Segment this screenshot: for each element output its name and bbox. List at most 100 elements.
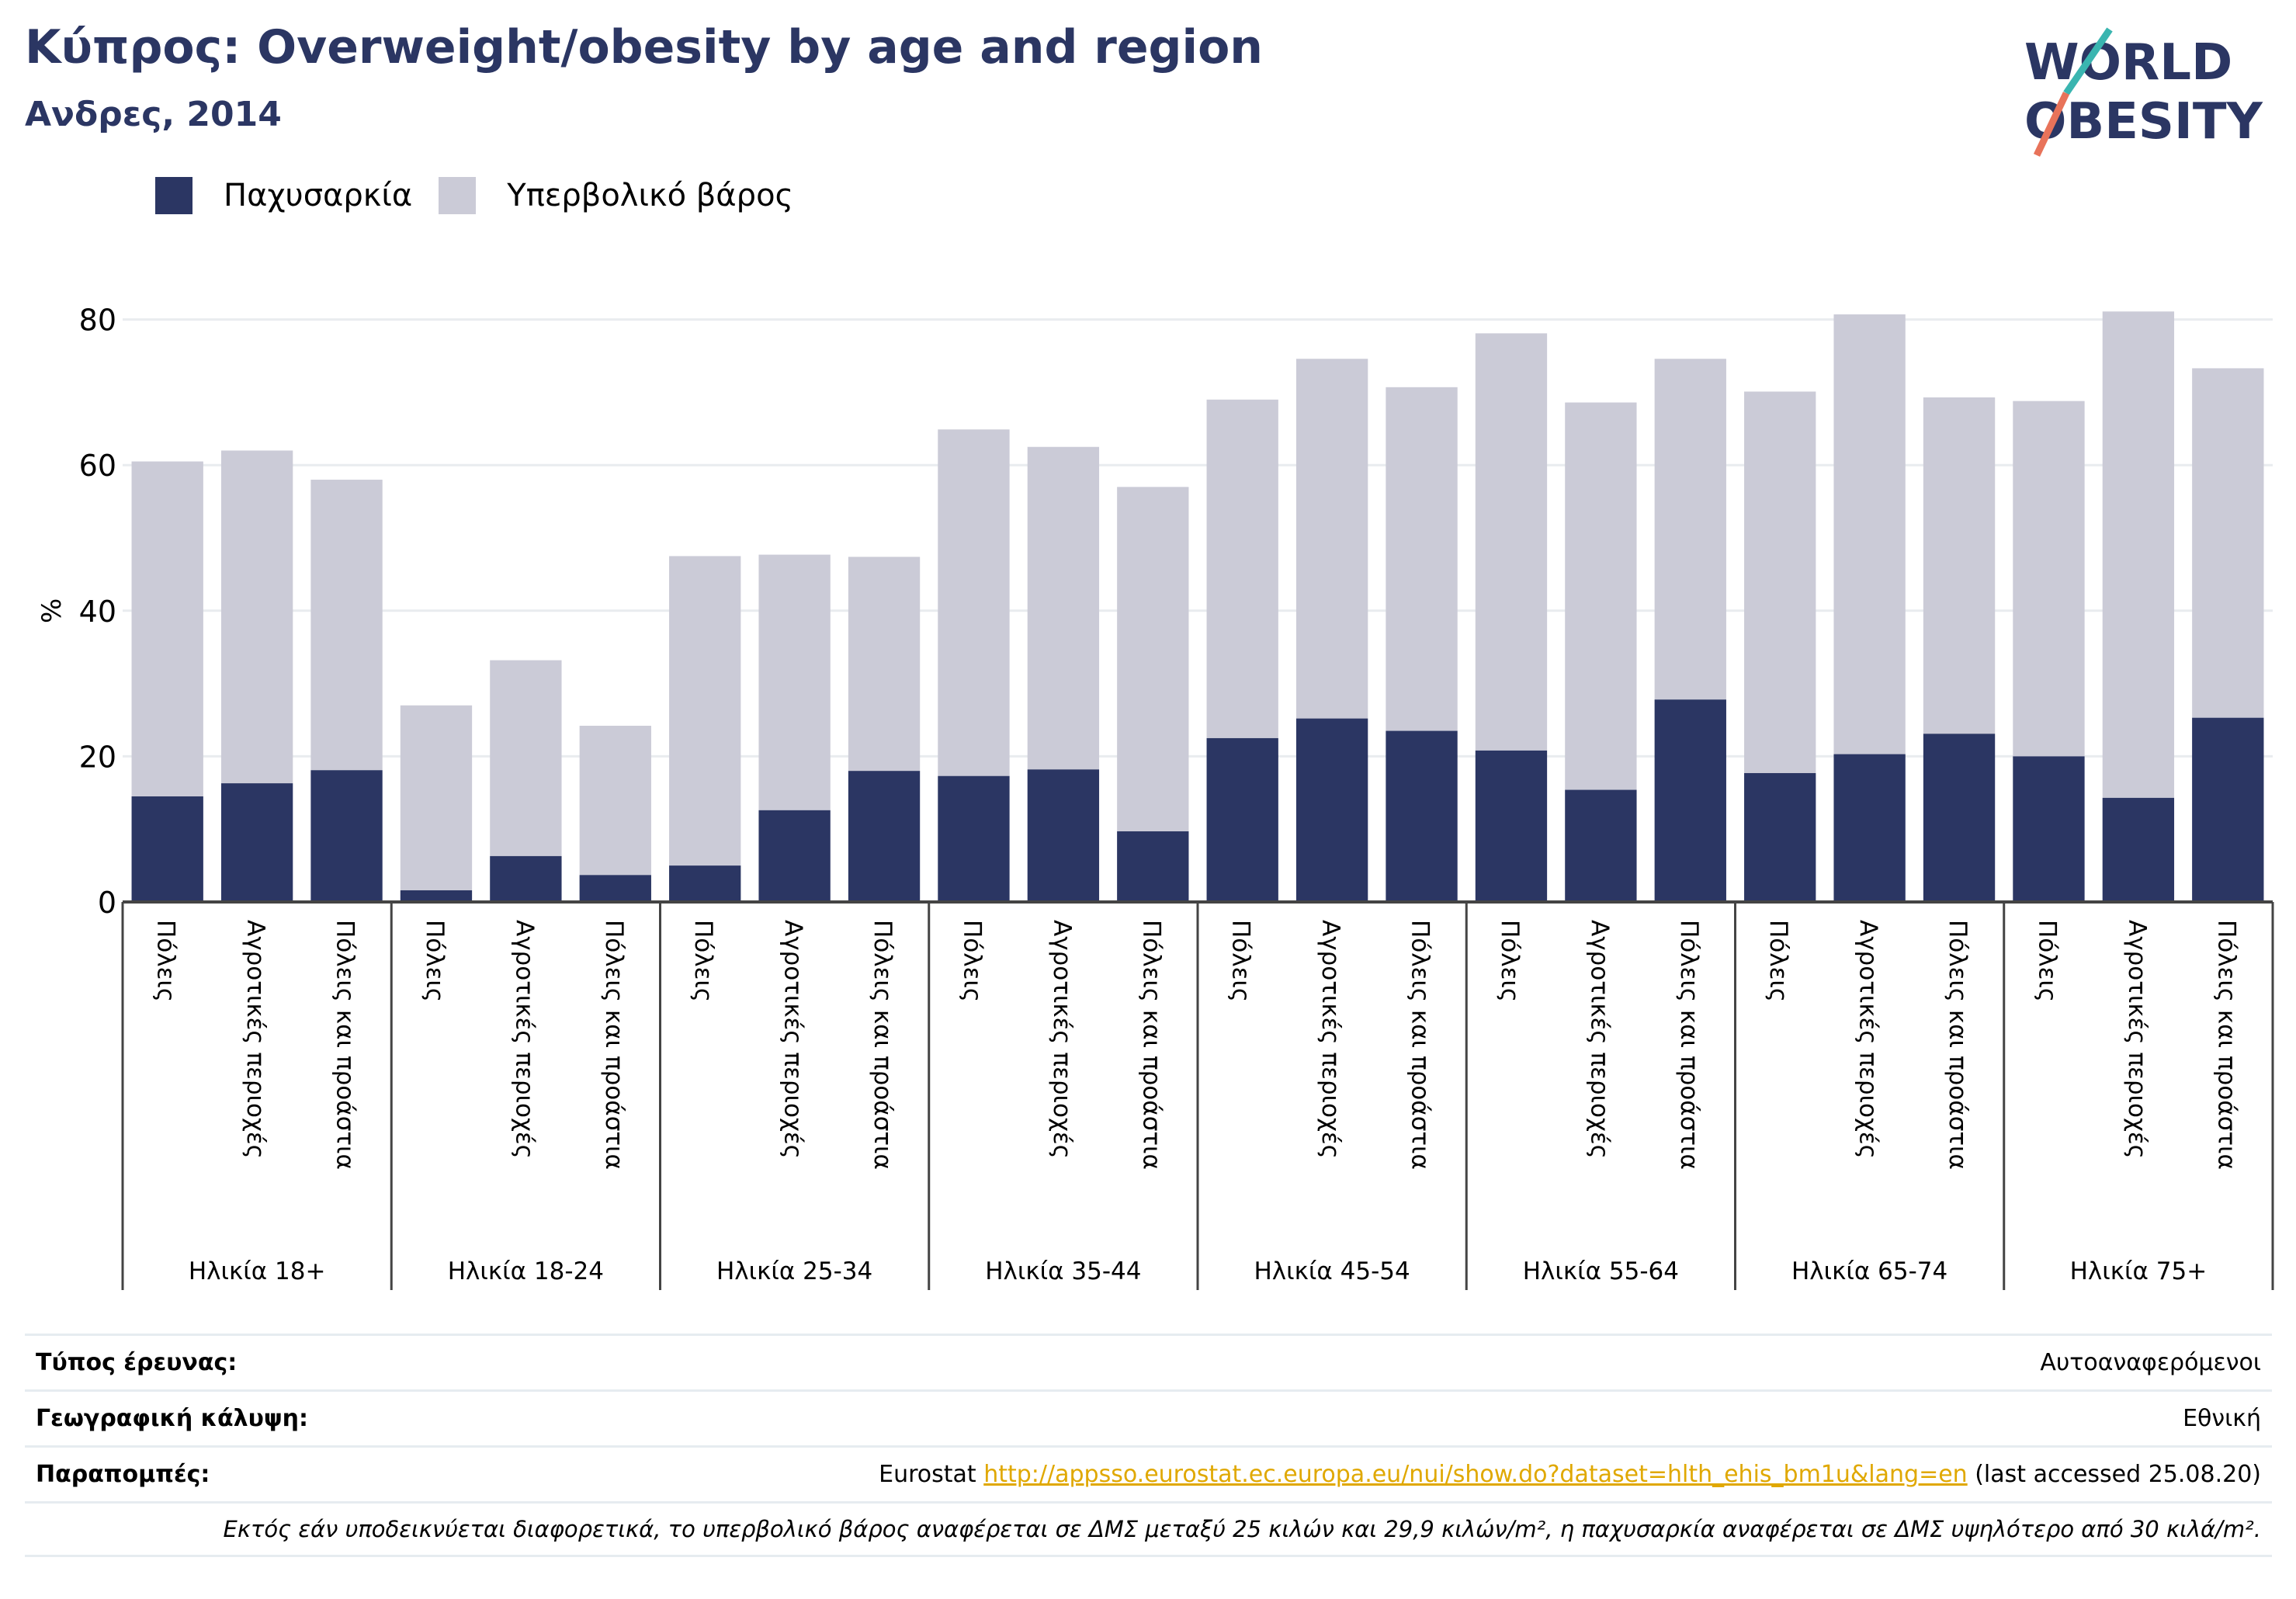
- group-label-1: Ηλικία 18-24: [448, 1257, 604, 1285]
- bar-obesity-3-1: [1027, 769, 1100, 902]
- group-label-2: Ηλικία 25-34: [716, 1257, 872, 1285]
- bar-obesity-4-1: [1295, 718, 1368, 902]
- x-tick-label-5-1: Αγροτικές περιοχές: [1585, 920, 1613, 1159]
- bar-obesity-4-2: [1386, 730, 1458, 902]
- x-tick-label-4-0: Πόλεις: [1227, 920, 1255, 1002]
- bar-obesity-0-2: [310, 770, 383, 902]
- x-tick-label-4-2: Πόλεις και προάστια: [1406, 920, 1434, 1170]
- group-label-4: Ηλικία 45-54: [1254, 1257, 1410, 1285]
- bar-obesity-5-2: [1654, 699, 1726, 902]
- y-tick-label-0: 0: [98, 886, 116, 920]
- info-table: Τύπος έρευνας: Αυτοαναφερόμενοι Γεωγραφι…: [25, 1334, 2272, 1557]
- bar-overweight-0-1: [220, 450, 293, 784]
- bar-overweight-3-2: [1117, 487, 1189, 832]
- bar-overweight-7-2: [2192, 368, 2264, 718]
- bar-obesity-7-0: [2013, 756, 2085, 902]
- chart-legend: Παχυσαρκία Υπερβολικό βάρος: [155, 177, 820, 214]
- survey-type-label: Τύπος έρευνας:: [36, 1349, 238, 1376]
- x-tick-label-0-0: Πόλεις: [152, 920, 180, 1002]
- bar-obesity-0-1: [220, 783, 293, 902]
- bar-overweight-4-1: [1295, 359, 1368, 719]
- bar-overweight-1-0: [400, 705, 473, 890]
- bar-overweight-0-2: [310, 479, 383, 771]
- bar-overweight-4-2: [1386, 387, 1458, 731]
- bar-overweight-6-0: [1744, 391, 1816, 773]
- bar-overweight-5-2: [1654, 359, 1726, 700]
- x-tick-label-2-0: Πόλεις: [689, 920, 717, 1002]
- bar-obesity-2-0: [669, 865, 741, 902]
- bar-overweight-1-2: [579, 726, 651, 876]
- references-suffix: (last accessed 25.08.20): [1967, 1461, 2261, 1488]
- bar-obesity-3-2: [1117, 831, 1189, 902]
- legend-label-obesity: Παχυσαρκία: [224, 178, 413, 213]
- legend-label-overweight: Υπερβολικό βάρος: [507, 178, 794, 213]
- x-tick-label-5-2: Πόλεις και προάστια: [1675, 920, 1703, 1170]
- group-label-6: Ηλικία 65-74: [1791, 1257, 1947, 1285]
- x-tick-label-5-0: Πόλεις: [1496, 920, 1524, 1002]
- bar-obesity-2-1: [758, 810, 831, 902]
- info-row-references: Παραπομπές: Eurostat http://appsso.euros…: [25, 1445, 2272, 1501]
- bar-obesity-1-0: [400, 890, 473, 902]
- legend-swatch-obesity: [155, 177, 192, 214]
- x-tick-label-3-2: Πόλεις και προάστια: [1137, 920, 1165, 1170]
- bar-overweight-5-1: [1565, 402, 1637, 790]
- bar-obesity-4-0: [1206, 737, 1278, 902]
- y-tick-label-60: 60: [79, 449, 116, 483]
- chart-title: Κύπρος: Overweight/obesity by age and re…: [25, 20, 1264, 75]
- bar-obesity-6-0: [1744, 772, 1816, 902]
- bar-overweight-3-0: [938, 429, 1010, 776]
- legend-item-overweight: Υπερβολικό βάρος: [439, 177, 793, 214]
- bar-obesity-6-1: [1833, 754, 1906, 902]
- x-tick-label-4-1: Αγροτικές περιοχές: [1316, 920, 1344, 1159]
- bar-obesity-7-1: [2102, 797, 2175, 902]
- bar-overweight-2-2: [848, 557, 921, 772]
- references-link[interactable]: http://appsso.eurostat.ec.europa.eu/nui/…: [983, 1461, 1968, 1488]
- bar-overweight-3-1: [1027, 446, 1100, 770]
- x-tick-label-3-1: Αγροτικές περιοχές: [1048, 920, 1076, 1159]
- bar-overweight-5-0: [1475, 333, 1548, 751]
- y-tick-label-80: 80: [79, 303, 116, 338]
- bar-overweight-6-2: [1923, 397, 1996, 734]
- bar-obesity-1-2: [579, 875, 651, 902]
- bar-obesity-2-2: [848, 771, 921, 902]
- legend-swatch-overweight: [439, 177, 477, 214]
- bar-obesity-6-2: [1923, 734, 1996, 902]
- bar-obesity-3-0: [938, 775, 1010, 902]
- x-tick-label-0-2: Πόλεις και προάστια: [331, 920, 359, 1170]
- x-tick-label-7-0: Πόλεις: [2033, 920, 2061, 1002]
- y-axis-label: %: [36, 598, 68, 623]
- bar-overweight-7-1: [2102, 311, 2175, 798]
- bar-overweight-0-0: [131, 461, 203, 796]
- x-tick-label-1-0: Πόλεις: [421, 920, 449, 1002]
- logo-line1: WORLD: [2024, 34, 2232, 92]
- x-tick-label-6-2: Πόλεις και προάστια: [1944, 920, 1972, 1170]
- x-tick-label-2-2: Πόλεις και προάστια: [869, 920, 897, 1170]
- coverage-label: Γεωγραφική κάλυψη:: [36, 1405, 309, 1432]
- x-tick-label-0-1: Αγροτικές περιοχές: [241, 920, 269, 1159]
- bar-overweight-7-0: [2013, 401, 2085, 757]
- info-row-coverage: Γεωγραφική κάλυψη: Εθνική: [25, 1389, 2272, 1445]
- x-tick-label-3-0: Πόλεις: [958, 920, 986, 1002]
- x-tick-label-7-1: Αγροτικές περιοχές: [2123, 920, 2151, 1159]
- references-label: Παραπομπές:: [36, 1461, 210, 1488]
- legend-item-obesity: Παχυσαρκία: [155, 177, 412, 214]
- x-tick-label-2-1: Αγροτικές περιοχές: [779, 920, 807, 1159]
- group-label-0: Ηλικία 18+: [189, 1257, 326, 1285]
- bmi-note: Εκτός εάν υποδεικνύεται διαφορετικά, το …: [25, 1501, 2272, 1557]
- bar-overweight-2-1: [758, 554, 831, 810]
- info-row-survey: Τύπος έρευνας: Αυτοαναφερόμενοι: [25, 1334, 2272, 1389]
- bar-obesity-5-1: [1565, 789, 1637, 902]
- y-tick-label-20: 20: [79, 740, 116, 774]
- stacked-bar-chart: 0 20 40 60 80% Πόλεις Αγροτικές περιοχές Πόλεις…: [36, 303, 2274, 1290]
- bar-overweight-6-1: [1833, 314, 1906, 754]
- references-value: Eurostat http://appsso.eurostat.ec.europ…: [879, 1461, 2261, 1488]
- group-label-5: Ηλικία 55-64: [1523, 1257, 1679, 1285]
- bar-overweight-2-0: [669, 556, 741, 866]
- survey-type-value: Αυτοαναφερόμενοι: [2040, 1349, 2261, 1376]
- x-tick-label-1-1: Αγροτικές περιοχές: [510, 920, 538, 1159]
- x-tick-label-7-2: Πόλεις και προάστια: [2212, 920, 2240, 1170]
- y-tick-label-40: 40: [79, 595, 116, 629]
- group-label-3: Ηλικία 35-44: [985, 1257, 1141, 1285]
- coverage-value: Εθνική: [2183, 1405, 2261, 1432]
- chart-subtitle: Ανδρες, 2014: [25, 95, 282, 134]
